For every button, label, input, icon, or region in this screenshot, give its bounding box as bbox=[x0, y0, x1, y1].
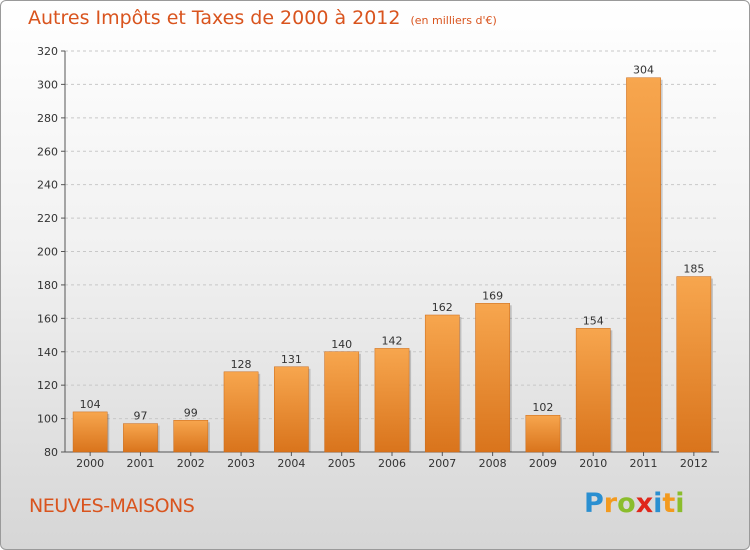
x-tick-label: 2002 bbox=[177, 457, 205, 470]
y-tick-label: 300 bbox=[37, 78, 58, 91]
x-tick-label: 2000 bbox=[76, 457, 104, 470]
bar bbox=[324, 351, 360, 453]
x-tick-label: 2001 bbox=[126, 457, 154, 470]
bar-value-label: 97 bbox=[133, 410, 147, 423]
x-tick-label: 2012 bbox=[680, 457, 708, 470]
x-tick-label: 2008 bbox=[479, 457, 507, 470]
chart-unit: (en milliers d'€) bbox=[410, 14, 497, 27]
bar bbox=[626, 77, 661, 453]
x-tick-label: 2007 bbox=[428, 457, 456, 470]
y-tick-label: 100 bbox=[37, 413, 58, 426]
x-tick-label: 2010 bbox=[579, 457, 607, 470]
bar bbox=[424, 314, 460, 453]
x-tick-label: 2009 bbox=[529, 457, 557, 470]
bar-value-label: 304 bbox=[633, 64, 654, 77]
bar-value-label: 185 bbox=[683, 263, 704, 276]
y-tick-label: 280 bbox=[37, 112, 58, 125]
y-tick-label: 140 bbox=[37, 346, 58, 359]
logo-letter: P bbox=[584, 488, 604, 519]
bar bbox=[525, 414, 561, 453]
bar bbox=[475, 303, 510, 453]
y-tick-label: 240 bbox=[37, 179, 58, 192]
bar bbox=[173, 420, 209, 453]
bar bbox=[575, 328, 611, 453]
y-tick-label: 160 bbox=[37, 312, 58, 325]
bar-value-label: 140 bbox=[331, 338, 352, 351]
y-tick-label: 320 bbox=[37, 45, 58, 58]
bar bbox=[676, 276, 712, 453]
bar bbox=[123, 423, 158, 453]
title-line: Autres Impôts et Taxes de 2000 à 2012 (en… bbox=[28, 7, 497, 29]
proxiti-logo: Proxiti bbox=[584, 488, 685, 519]
y-tick-label: 220 bbox=[37, 212, 58, 225]
y-tick-label: 200 bbox=[37, 246, 58, 259]
bar-value-label: 142 bbox=[382, 334, 403, 347]
y-tick-label: 120 bbox=[37, 379, 58, 392]
bar-value-label: 169 bbox=[482, 289, 503, 302]
x-tick-label: 2004 bbox=[277, 457, 305, 470]
logo-letter: i bbox=[675, 488, 685, 519]
y-tick-label: 180 bbox=[37, 279, 58, 292]
x-tick-label: 2006 bbox=[378, 457, 406, 470]
logo-letter: r bbox=[603, 488, 618, 519]
bar-value-label: 104 bbox=[80, 398, 101, 411]
bar-value-label: 154 bbox=[583, 314, 604, 327]
x-tick-label: 2005 bbox=[328, 457, 356, 470]
logo-letter: t bbox=[662, 488, 676, 519]
bar bbox=[274, 366, 309, 453]
y-tick-label: 80 bbox=[44, 446, 58, 459]
logo-letter: x bbox=[635, 488, 654, 519]
bar bbox=[374, 348, 410, 453]
logo-letter: i bbox=[653, 488, 663, 519]
bar-value-label: 102 bbox=[532, 401, 553, 414]
chart-title: Autres Impôts et Taxes de 2000 à 2012 bbox=[28, 7, 401, 29]
bar-value-label: 162 bbox=[432, 301, 453, 314]
bar-value-label: 99 bbox=[184, 406, 198, 419]
bar-value-label: 131 bbox=[281, 353, 302, 366]
y-tick-label: 260 bbox=[37, 145, 58, 158]
bar-value-label: 128 bbox=[231, 358, 252, 371]
bar bbox=[223, 371, 259, 453]
bar bbox=[72, 411, 108, 453]
logo-letter: o bbox=[617, 488, 636, 519]
x-tick-label: 2003 bbox=[227, 457, 255, 470]
x-tick-label: 2011 bbox=[630, 457, 658, 470]
location-label: NEUVES-MAISONS bbox=[29, 495, 195, 517]
